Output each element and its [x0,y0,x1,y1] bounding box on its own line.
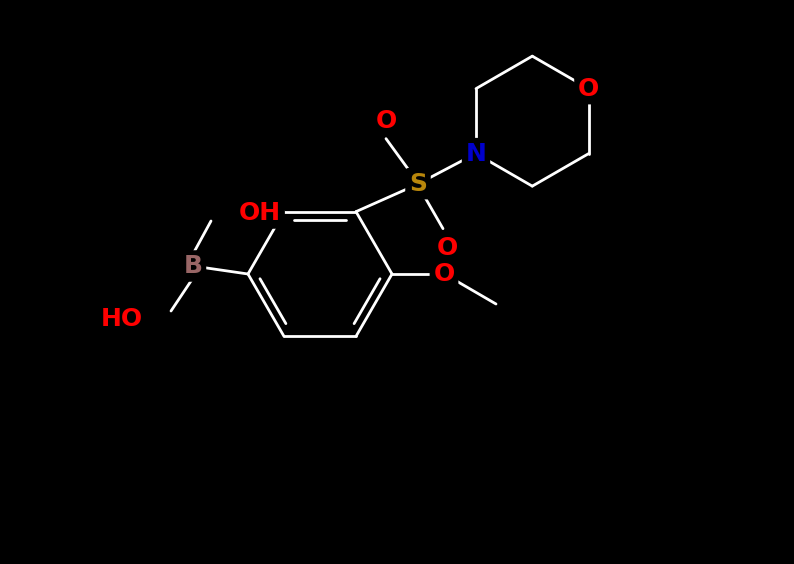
Text: B: B [183,254,202,278]
Text: O: O [434,262,455,286]
Text: OH: OH [239,201,281,225]
Text: N: N [465,142,487,166]
Text: HO: HO [101,307,143,331]
Text: S: S [409,171,427,196]
Text: O: O [437,236,457,259]
Text: O: O [376,109,397,133]
Text: O: O [578,77,599,100]
